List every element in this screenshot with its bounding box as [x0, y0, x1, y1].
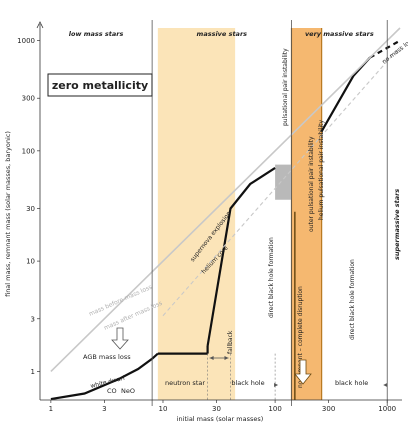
y-tick-label-1: 3 — [31, 315, 35, 323]
shaded-band-1 — [291, 28, 322, 400]
no-remnant-arrow-icon — [294, 359, 312, 385]
note-supermassive: supermassive stars — [393, 189, 401, 260]
y-tick-label-0: 1 — [31, 368, 35, 376]
title-box — [47, 73, 153, 97]
note-neo: NeO — [121, 387, 135, 395]
note-pair-instability-2: helium pulsational pair instability — [318, 119, 325, 220]
chart-title: zero metallicity — [52, 79, 148, 92]
y-tick-label-2: 10 — [26, 258, 35, 266]
note-co: CO — [107, 387, 117, 395]
y-tick-label-6: 1000 — [17, 37, 35, 45]
note-fallback: fallback — [227, 330, 234, 354]
region-title-low: low mass stars — [69, 30, 124, 38]
note-direct-bh-2: direct black hole formation — [349, 259, 356, 340]
x-tick-label-3: 30 — [212, 405, 221, 413]
shaded-band-0 — [157, 28, 236, 400]
note-no-mass-loss: no mass loss — [381, 36, 408, 65]
agb-arrow-icon — [111, 327, 129, 350]
x-axis-label: initial mass (solar masses) — [177, 415, 264, 423]
series-line-5 — [50, 27, 401, 372]
x-tick-label-0: 1 — [49, 405, 53, 413]
series-line-0 — [50, 352, 159, 401]
y-axis-arrow — [36, 21, 44, 29]
series-line-3 — [320, 56, 371, 132]
x-tick-label-1: 3 — [102, 405, 106, 413]
note-pair-instability-1: outer pulsational pair instability — [308, 136, 315, 232]
fallback-arrow-heads-icon — [209, 356, 229, 360]
bh-arrow-icon-1 — [274, 383, 279, 387]
y-tick-label-4: 100 — [22, 147, 35, 155]
note-no-remnant: no remnant – complete disruption — [297, 286, 304, 388]
y-tick-label-5: 300 — [22, 95, 35, 103]
pulsational-box — [275, 164, 292, 200]
note-direct-bh-1: direct black hole formation — [268, 237, 275, 318]
note-black-hole-1: black hole — [231, 379, 264, 387]
series-line-2 — [206, 166, 276, 347]
y-tick-label-3: 30 — [26, 205, 35, 213]
note-agb-mass-loss: AGB mass loss — [83, 353, 131, 361]
bh-arrow-icon-2 — [383, 383, 388, 387]
note-neutron-star: neutron star — [165, 379, 205, 387]
x-tick-label-4: 100 — [268, 405, 281, 413]
x-tick-label-2: 10 — [159, 405, 168, 413]
x-tick-label-5: 300 — [322, 405, 335, 413]
note-pulsational-pair-instability: pulsational pair instability — [282, 48, 289, 126]
note-black-hole-2: black hole — [335, 379, 368, 387]
region-title-very_massive: very massive stars — [305, 30, 374, 38]
region-title-massive: massive stars — [197, 30, 248, 38]
x-tick-label-6: 1000 — [378, 405, 396, 413]
series-line-6 — [162, 46, 401, 317]
series-line-4 — [369, 39, 401, 59]
y-axis-label: final mass, remnant mass (solar masses, … — [4, 131, 12, 297]
